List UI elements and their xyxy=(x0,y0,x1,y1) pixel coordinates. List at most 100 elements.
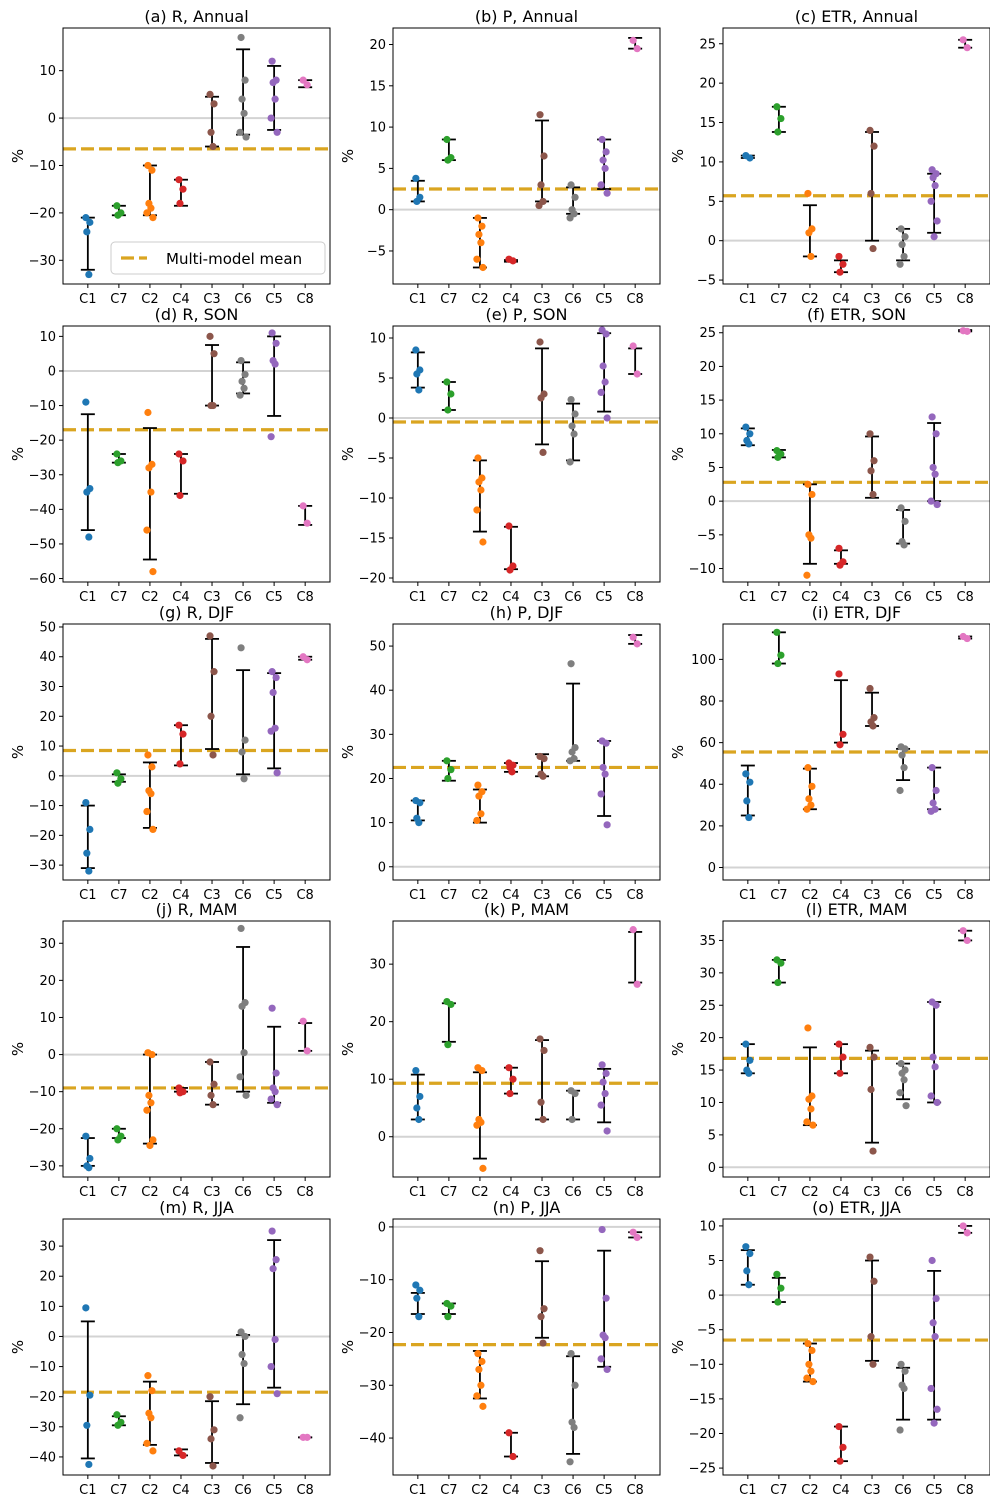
data-point-C3 xyxy=(866,1043,874,1051)
panel-15: (o) ETR, JJA −25 −20 −15 −10 −5 0 5 10 C1 C7 C2 C4 C3… xyxy=(669,1198,990,1494)
panel-title: (g) R, DJF xyxy=(159,603,234,622)
data-point-C2 xyxy=(808,1346,816,1355)
data-point-C8 xyxy=(633,980,641,988)
x-tick-label: C2 xyxy=(471,1483,488,1494)
data-point-C5 xyxy=(933,500,941,509)
data-point-C2 xyxy=(145,464,153,472)
y-tick-label: 0 xyxy=(378,203,386,218)
data-point-C5 xyxy=(271,1335,279,1344)
data-point-C5 xyxy=(272,1256,280,1264)
data-point-C2 xyxy=(804,189,812,198)
data-point-C7 xyxy=(113,1411,121,1419)
x-tick-label: C1 xyxy=(739,292,756,307)
x-tick-label: C5 xyxy=(925,1483,942,1494)
y-tick-label: −5 xyxy=(697,528,716,543)
x-tick-label: C3 xyxy=(533,590,550,605)
data-point-C5 xyxy=(598,135,606,144)
range-bar-C5 xyxy=(597,1249,612,1368)
panel-title: (m) R, JJA xyxy=(159,1198,234,1217)
range-bar-C8 xyxy=(628,347,643,375)
range-bar-C4 xyxy=(833,1425,848,1463)
data-point-C2 xyxy=(473,1392,481,1400)
data-point-C8 xyxy=(633,1233,641,1242)
data-point-C2 xyxy=(477,1381,485,1389)
y-tick-label: 25 xyxy=(699,326,716,341)
panel-title: (h) P, DJF xyxy=(490,603,564,622)
data-point-C3 xyxy=(539,772,547,780)
panel-8: (h) P, DJF 0 10 20 30 40 50 C1 C7 C2 C4 C3 C6 C5 C8% xyxy=(339,603,661,903)
data-point-C5 xyxy=(929,463,937,472)
y-tick-label: 5 xyxy=(708,1128,716,1143)
data-point-C1 xyxy=(82,1304,90,1312)
x-tick-label: C1 xyxy=(409,888,426,903)
x-tick-label: C7 xyxy=(440,888,457,903)
range-bar-C5 xyxy=(267,335,282,417)
data-point-C3 xyxy=(540,152,548,160)
data-point-C5 xyxy=(603,1127,611,1135)
panel-6: (f) ETR, SON −10 −5 0 5 10 15 20 25 C1 C7 C2 C4 C3 C6 C… xyxy=(669,305,990,605)
data-point-C6 xyxy=(567,396,575,404)
data-point-C6 xyxy=(240,1359,248,1368)
data-point-C1 xyxy=(86,825,94,833)
range-bar-C6 xyxy=(236,669,251,776)
data-point-C1 xyxy=(413,1104,421,1112)
data-point-C5 xyxy=(931,1063,939,1071)
y-tick-label: 10 xyxy=(39,64,56,79)
y-tick-label: 0 xyxy=(48,1330,56,1345)
data-point-C2 xyxy=(149,214,157,222)
x-tick-label: C4 xyxy=(832,1483,849,1494)
data-point-C5 xyxy=(932,1294,940,1303)
data-point-C6 xyxy=(567,660,575,668)
data-point-C3 xyxy=(535,201,543,210)
data-point-C6 xyxy=(897,1059,905,1068)
x-tick-label: C4 xyxy=(172,292,189,307)
y-tick-label: 10 xyxy=(369,121,386,136)
data-point-C7 xyxy=(444,156,452,164)
range-bar-C6 xyxy=(236,1334,251,1406)
x-tick-label: C7 xyxy=(770,1483,787,1494)
data-point-C5 xyxy=(933,217,941,225)
data-point-C2 xyxy=(479,1164,487,1172)
data-point-C5 xyxy=(272,1069,280,1077)
y-tick-label: −30 xyxy=(29,1420,56,1435)
data-point-C2 xyxy=(809,1377,817,1386)
data-point-C1 xyxy=(83,849,91,857)
data-point-C2 xyxy=(147,204,155,212)
x-tick-label: C3 xyxy=(863,590,880,605)
x-tick-label: C3 xyxy=(533,1483,550,1494)
data-point-C6 xyxy=(896,786,904,795)
data-point-C4 xyxy=(176,760,184,768)
data-point-C2 xyxy=(148,1387,156,1395)
data-point-C6 xyxy=(567,1349,575,1358)
data-point-C6 xyxy=(901,233,909,241)
y-tick-label: 5 xyxy=(378,372,386,387)
data-point-C5 xyxy=(267,727,275,735)
data-point-C5 xyxy=(267,433,275,441)
x-tick-label: C1 xyxy=(79,1185,96,1200)
axes-frame xyxy=(722,920,990,1178)
data-point-C5 xyxy=(929,1053,937,1061)
legend-box xyxy=(110,241,326,275)
data-point-C4 xyxy=(839,1443,847,1451)
x-tick-label: C7 xyxy=(770,292,787,307)
y-axis-label: % xyxy=(339,447,357,461)
data-point-C5 xyxy=(602,148,610,156)
data-point-C2 xyxy=(803,1374,811,1382)
y-tick-label: −20 xyxy=(29,206,56,221)
range-bar-C5 xyxy=(597,332,612,413)
panel-5: (e) P, SON −20 −15 −10 −5 0 5 10 C1 C7 C2 C4 C3 C6 C5 C… xyxy=(339,305,661,605)
data-point-C3 xyxy=(206,332,214,340)
range-bar-C3 xyxy=(205,637,220,750)
data-point-C3 xyxy=(207,128,215,136)
data-point-C5 xyxy=(267,114,275,122)
data-point-C8 xyxy=(303,519,311,527)
x-tick-label: C6 xyxy=(234,292,251,307)
x-tick-label: C5 xyxy=(265,1185,282,1200)
panel-title: (j) R, MAM xyxy=(156,900,238,919)
data-point-C7 xyxy=(447,1000,455,1009)
data-point-C3 xyxy=(866,430,874,438)
panel-1: (a) R, Annual −30 −20 −10 0 10 C1 C7 C2 C4 C3 C6 C5 C… xyxy=(9,7,331,307)
y-tick-label: −60 xyxy=(29,572,56,587)
data-point-C5 xyxy=(268,1227,276,1235)
data-point-C6 xyxy=(566,214,574,222)
